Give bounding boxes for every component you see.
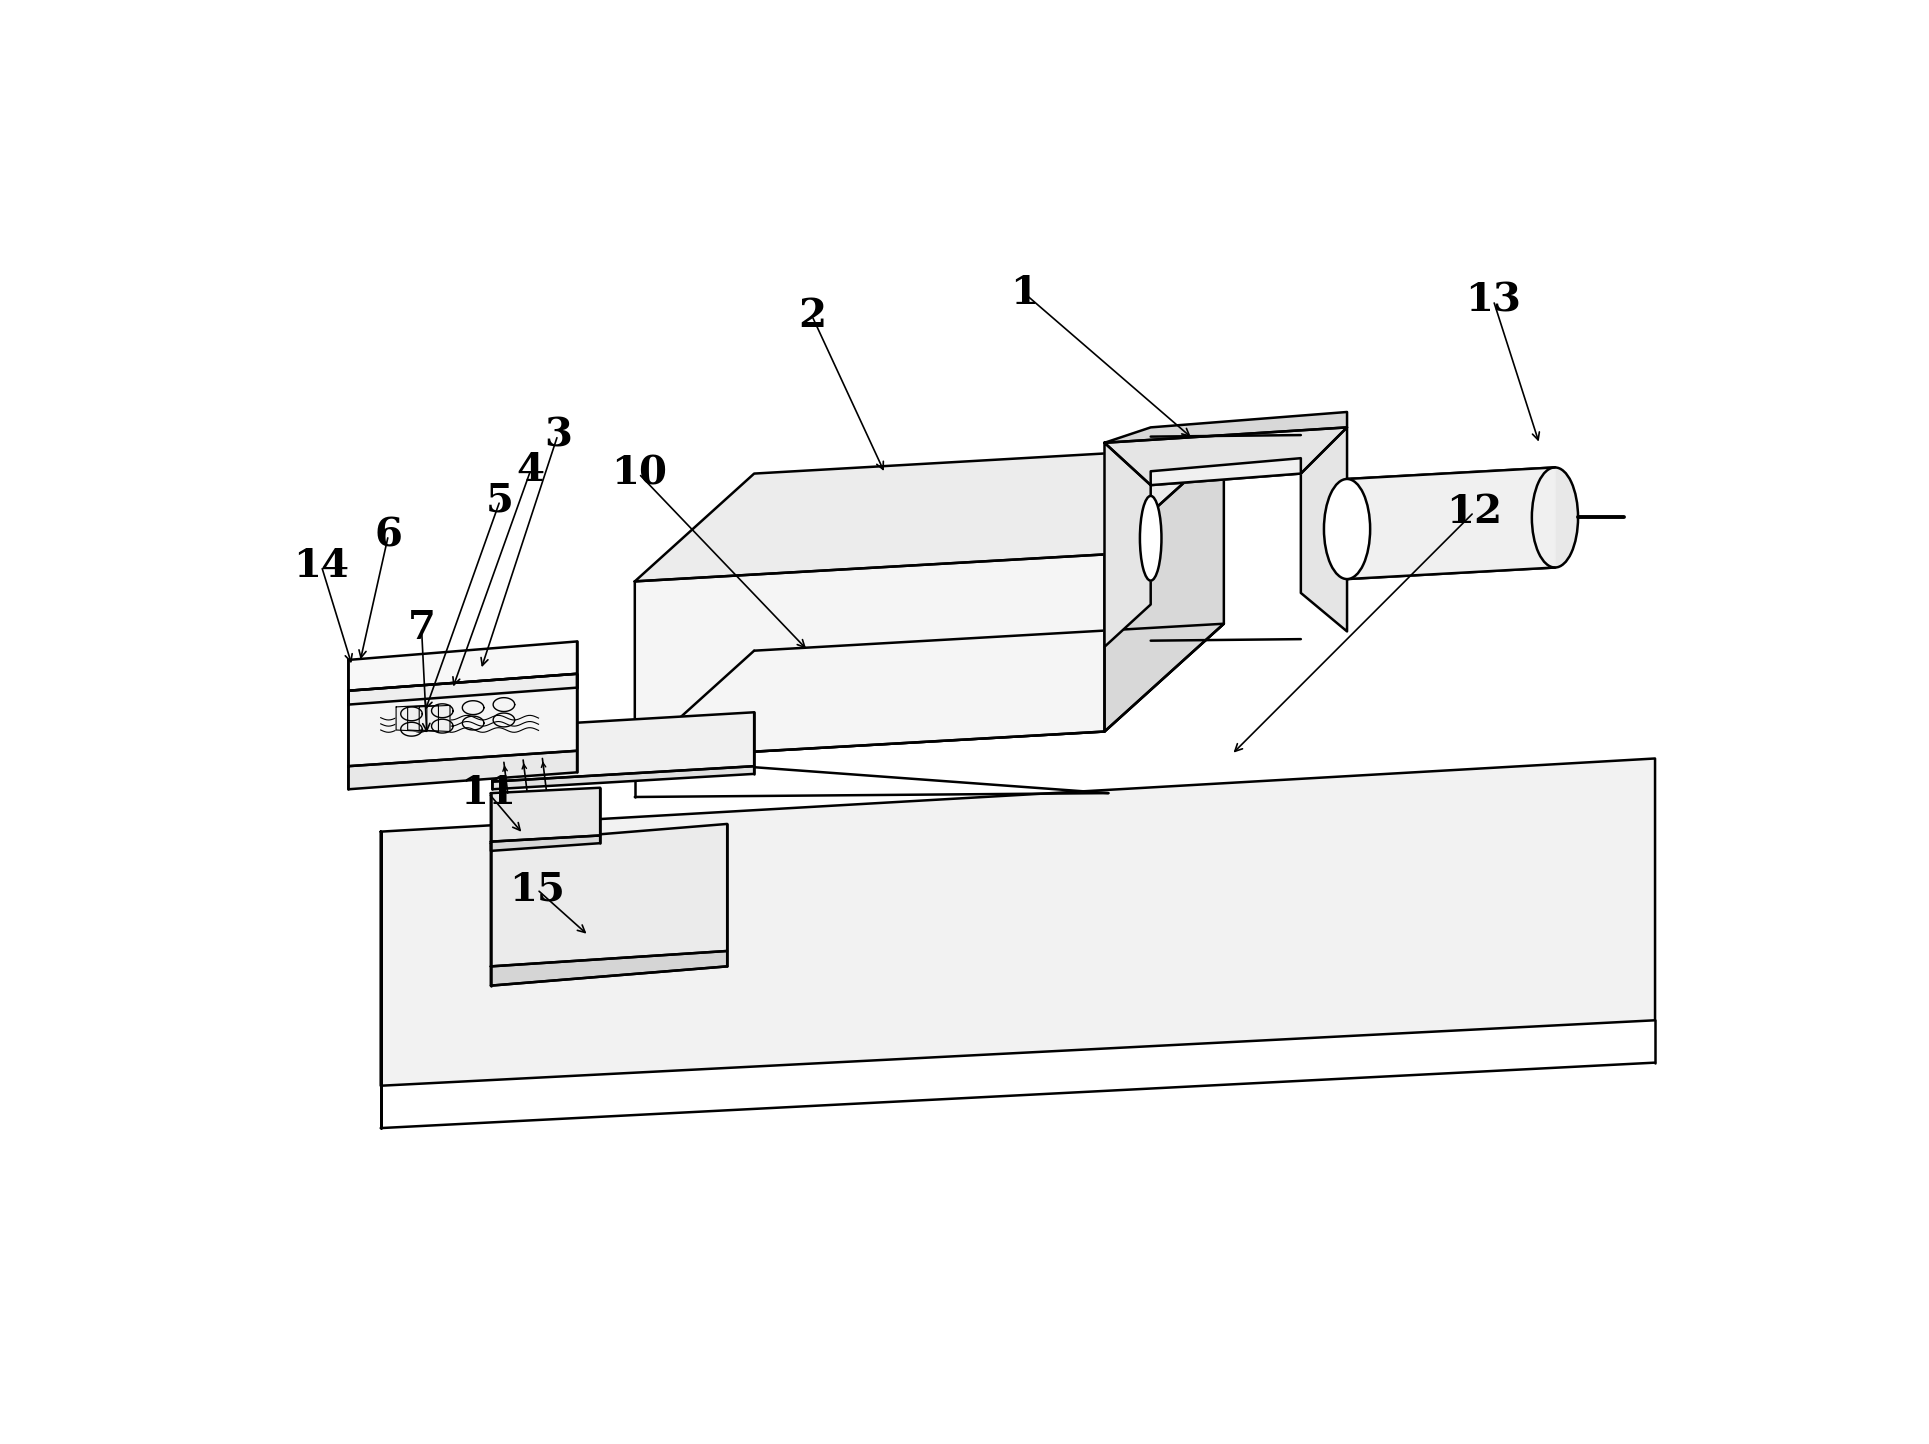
Text: 5: 5 xyxy=(486,481,513,520)
Polygon shape xyxy=(635,446,1223,582)
Polygon shape xyxy=(490,952,727,986)
Polygon shape xyxy=(492,767,754,790)
Text: 3: 3 xyxy=(544,416,571,453)
Polygon shape xyxy=(349,674,577,705)
Text: 14: 14 xyxy=(293,547,349,585)
Polygon shape xyxy=(1105,412,1346,443)
Ellipse shape xyxy=(1532,468,1578,567)
Text: 4: 4 xyxy=(517,451,544,488)
Ellipse shape xyxy=(1323,479,1370,579)
Ellipse shape xyxy=(1140,495,1161,580)
Polygon shape xyxy=(490,836,600,851)
Polygon shape xyxy=(1105,443,1152,647)
Text: 12: 12 xyxy=(1447,492,1503,531)
Polygon shape xyxy=(349,751,577,790)
Polygon shape xyxy=(1152,458,1300,485)
Text: 15: 15 xyxy=(509,871,565,908)
Polygon shape xyxy=(1105,427,1346,485)
Polygon shape xyxy=(635,624,1223,758)
Text: 10: 10 xyxy=(611,455,667,492)
Text: 13: 13 xyxy=(1466,282,1522,319)
Text: 7: 7 xyxy=(407,608,436,647)
Polygon shape xyxy=(395,705,426,732)
Polygon shape xyxy=(349,641,577,690)
Polygon shape xyxy=(349,674,577,767)
Text: 6: 6 xyxy=(374,516,403,554)
Polygon shape xyxy=(492,712,754,781)
Polygon shape xyxy=(407,705,438,732)
Text: 2: 2 xyxy=(799,296,826,335)
Polygon shape xyxy=(380,758,1655,1086)
Polygon shape xyxy=(490,788,600,842)
Polygon shape xyxy=(419,705,449,732)
Polygon shape xyxy=(1300,427,1346,631)
Polygon shape xyxy=(635,554,1105,758)
Polygon shape xyxy=(490,825,727,966)
Text: 1: 1 xyxy=(1009,273,1038,312)
Polygon shape xyxy=(1105,446,1223,732)
Text: 11: 11 xyxy=(461,774,517,812)
Polygon shape xyxy=(1346,468,1555,579)
